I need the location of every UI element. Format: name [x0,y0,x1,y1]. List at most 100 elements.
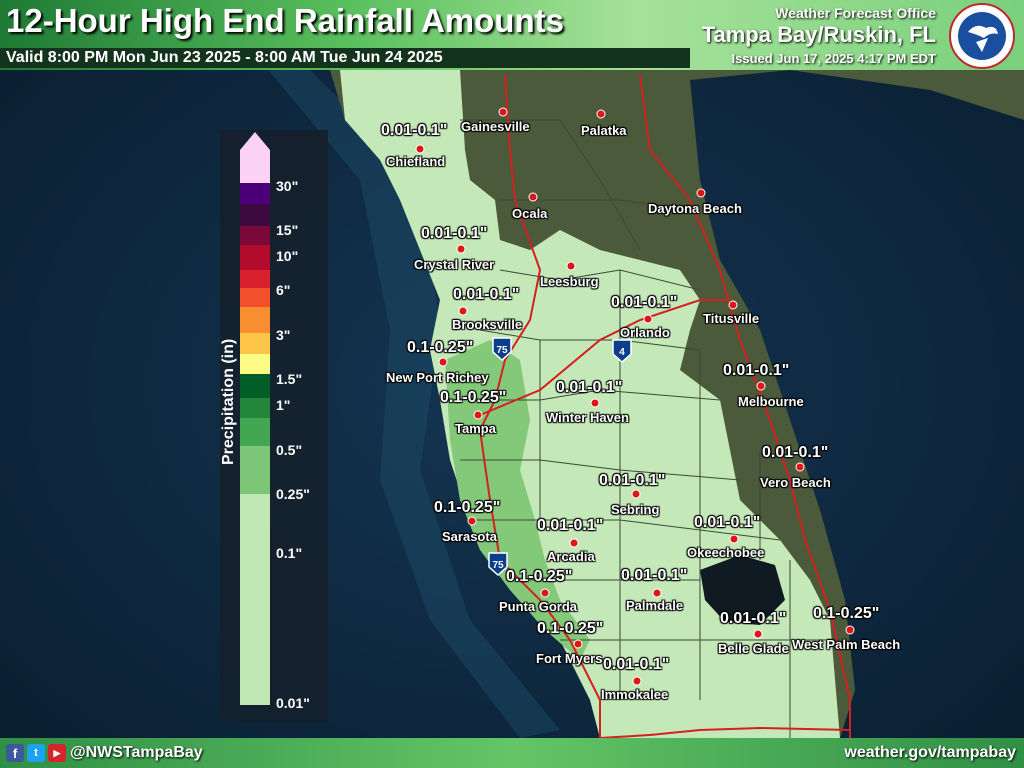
office-name: Tampa Bay/Ruskin, FL [701,22,936,47]
footer-banner [0,738,1024,768]
interstate-4-label: 4 [619,347,625,358]
legend-tick-0-5: 0.5" [276,442,303,458]
facebook-icon[interactable]: f [6,744,24,762]
colorbar-arrow [240,132,270,150]
colorbar-segment [240,183,270,204]
city-label-west-palm-beach: West Palm Beach [792,637,901,652]
highways [478,74,851,739]
interstate-shields [488,337,632,577]
valid-time: Valid 8:00 PM Mon Jun 23 2025 - 8:00 AM … [6,49,443,66]
city-label-titusville: Titusville [703,311,760,326]
amount-label-okeechobee: 0.01-0.1" [694,514,761,531]
amount-label-chiefland: 0.01-0.1" [381,122,448,139]
city-label-sebring: Sebring [611,502,660,517]
interstate-75-label: 75 [492,560,504,571]
legend-tick-0-1: 0.1" [276,545,303,561]
city-label-tampa: Tampa [455,421,496,436]
amount-label-west-palm-beach: 0.1-0.25" [813,605,880,622]
colorbar-segment [240,150,270,183]
city-markers [415,107,855,686]
colorbar-segment [240,226,270,245]
colorbar-segment [240,204,270,226]
office-type-label: Weather Forecast Office [775,5,936,21]
colorbar-segment [240,374,270,398]
city-label-fort-myers: Fort Myers [536,651,603,666]
amount-label-belle-glade: 0.01-0.1" [720,610,787,627]
nws-logo-icon[interactable] [946,2,1018,70]
city-label-punta-gorda: Punta Gorda [499,599,578,614]
amount-label-sarasota: 0.1-0.25" [434,499,501,516]
interstate-75-label: 75 [496,345,508,356]
amount-label-tampa: 0.1-0.25" [440,389,507,406]
amount-label-brooksville: 0.01-0.1" [453,286,520,303]
colorbar-segment [240,245,270,270]
amount-label-winter-haven: 0.01-0.1" [556,379,623,396]
county-boundaries [460,119,840,738]
social-links: f t ▶ [6,744,66,762]
legend-tick-10: 10" [276,248,299,264]
legend-tick-1-5: 1.5" [276,371,303,387]
colorbar-segment [240,494,270,705]
legend-tick-15: 15" [276,222,299,238]
shallow-water [260,60,560,738]
lake-okeechobee [700,555,785,625]
city-label-sarasota: Sarasota [442,529,497,544]
legend-tick-0-25: 0.25" [276,486,310,502]
city-label-arcadia: Arcadia [547,549,595,564]
legend-tick-6: 6" [276,282,291,298]
city-label-chiefland: Chiefland [386,154,446,169]
legend-colorbar [240,132,270,705]
valid-time-bar [0,48,690,68]
colorbar-segment [240,398,270,418]
amount-label-punta-gorda: 0.1-0.25" [506,568,573,585]
amount-label-fort-myers: 0.1-0.25" [537,620,604,637]
amount-label-arcadia: 0.01-0.1" [537,517,604,534]
colorbar-segment [240,354,270,374]
amount-label-crystal-river: 0.01-0.1" [421,225,488,242]
city-label-immokalee: Immokalee [601,687,669,702]
city-label-winter-haven: Winter Haven [546,410,629,425]
issued-time: Issued Jun 17, 2025 4:17 PM EDT [731,51,936,66]
legend-tick-3: 3" [276,327,291,343]
city-label-palatka: Palatka [581,123,627,138]
city-label-gainesville: Gainesville [461,119,530,134]
city-label-belle-glade: Belle Glade [718,641,789,656]
amount-label-vero-beach: 0.01-0.1" [762,444,829,461]
amount-label-melbourne: 0.01-0.1" [723,362,790,379]
colorbar-segment [240,446,270,494]
map-title: 12-Hour High End Rainfall Amounts [6,2,564,39]
city-label-okeechobee: Okeechobee [687,545,765,560]
amount-label-palmdale: 0.01-0.1" [621,567,688,584]
rainfall-shade-medium [445,340,590,660]
youtube-icon[interactable]: ▶ [48,744,66,762]
amount-label-sebring: 0.01-0.1" [599,472,666,489]
legend-tick-1: 1" [276,397,291,413]
colorbar-segment [240,333,270,354]
city-label-palmdale: Palmdale [626,598,684,613]
website-link[interactable]: weather.gov/tampabay [844,744,1016,761]
city-label-leesburg: Leesburg [540,274,599,289]
city-label-vero-beach: Vero Beach [760,475,831,490]
colorbar-segment [240,270,270,288]
city-label-new-port-richey: New Port Richey [386,370,489,385]
twitter-icon[interactable]: t [27,744,45,762]
colorbar-segment [240,288,270,307]
city-label-ocala: Ocala [512,206,548,221]
amount-label-new-port-richey: 0.1-0.25" [407,339,474,356]
city-label-crystal-river: Crystal River [414,257,495,272]
amount-label-immokalee: 0.01-0.1" [603,656,670,673]
colorbar-segment [240,418,270,446]
legend-axis-title: Precipitation (in) [220,338,237,465]
legend-panel [220,130,328,722]
amount-label-orlando: 0.01-0.1" [611,294,678,311]
legend-tick-30: 30" [276,178,299,194]
city-label-daytona-beach: Daytona Beach [648,201,742,216]
city-label-melbourne: Melbourne [738,394,804,409]
social-handle[interactable]: @NWSTampaBay [70,744,203,761]
city-label-brooksville: Brooksville [452,317,523,332]
city-label-orlando: Orlando [620,325,670,340]
legend-tick-0-01: 0.01" [276,695,310,711]
colorbar-segment [240,307,270,333]
